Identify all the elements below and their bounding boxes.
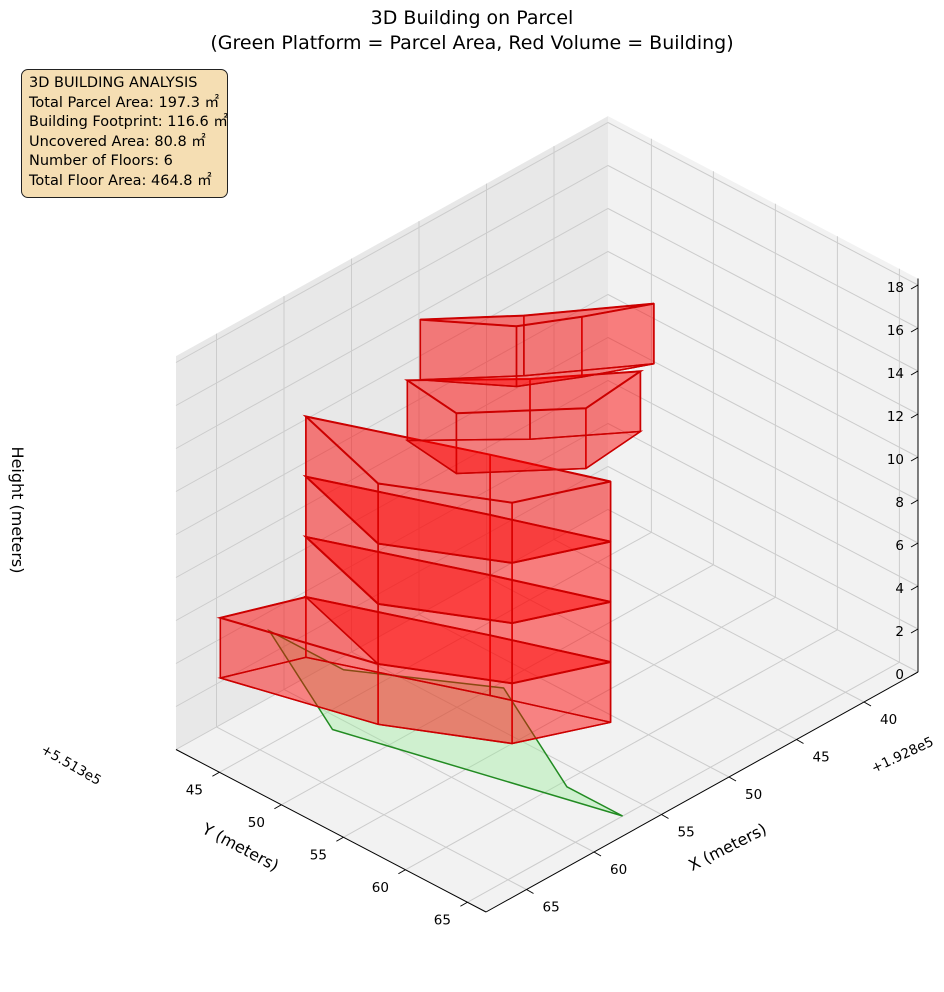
x-tick-label: 60 <box>610 862 627 878</box>
z-tick-label: 10 <box>887 452 904 468</box>
building-floor-bottom <box>420 363 655 388</box>
z-tick-label: 18 <box>887 280 904 296</box>
x-tick-label: 65 <box>543 900 560 916</box>
z-tick-label: 12 <box>887 409 904 425</box>
z-tick-mark <box>910 542 919 548</box>
y-tick-mark <box>336 836 344 842</box>
grid-line-z <box>175 422 919 664</box>
building-floor-bottom <box>404 430 644 475</box>
z-tick-mark <box>910 585 919 591</box>
y-tick-mark <box>274 804 282 810</box>
info-line-total-floor-area: Total Floor Area: 464.8 ㎡ <box>29 172 212 189</box>
building-floor-top <box>302 414 611 504</box>
x-tick-label: 55 <box>678 825 695 841</box>
info-box-heading: 3D BUILDING ANALYSIS <box>29 75 198 91</box>
x-tick-mark <box>728 776 737 782</box>
building-floor-bottom <box>303 475 611 564</box>
grid-line-z <box>175 250 919 492</box>
y-tick-label: 45 <box>186 782 203 798</box>
back-pane-left <box>608 116 918 673</box>
building-floor-bottom <box>303 535 611 624</box>
z-tick-mark <box>910 327 919 333</box>
info-line-footprint: Building Footprint: 116.6 ㎡ <box>29 114 228 130</box>
y-axis-offset-label: +5.513e5 <box>38 742 104 789</box>
building-floor-top <box>404 370 645 415</box>
y-tick-label: 65 <box>434 912 451 928</box>
parcel-platform <box>267 628 623 817</box>
grid-line-z <box>175 508 919 750</box>
axis-ticks: 40 45 50 55 60 65 45 50 55 60 65 0 2 4 6 8 10 12 14 16 18 <box>186 280 919 928</box>
info-line-floors: Number of Floors: 6 <box>29 153 173 169</box>
y-tick-label: 55 <box>310 847 327 863</box>
y-tick-mark <box>212 771 220 777</box>
y-tick-label: 50 <box>248 815 265 831</box>
y-tick-mark <box>460 901 468 907</box>
grid-line-z <box>175 336 919 578</box>
x-tick-mark <box>863 701 872 707</box>
axis-lines <box>175 278 919 913</box>
z-tick-label: 0 <box>895 667 904 683</box>
z-axis-label: Height (meters) <box>8 447 27 574</box>
z-tick-label: 14 <box>887 366 904 382</box>
z-tick-label: 6 <box>895 538 904 554</box>
x-tick-label: 40 <box>880 712 897 728</box>
grid-line-z <box>175 465 919 707</box>
x-tick-label: 45 <box>813 750 830 766</box>
building-floor-bottom <box>217 656 611 745</box>
building-floor-top <box>420 302 655 328</box>
grid-line-z <box>175 207 919 449</box>
grid-line-z <box>175 121 919 363</box>
x-tick-mark <box>526 889 534 894</box>
z-tick-mark <box>910 499 919 505</box>
z-tick-label: 2 <box>895 624 904 640</box>
y-axis-line <box>175 749 487 913</box>
z-tick-label: 16 <box>887 323 904 339</box>
chart-title: 3D Building on Parcel <box>370 7 574 29</box>
x-axis-offset-label: +1.928e5 <box>869 734 936 777</box>
z-tick-label: 4 <box>895 581 904 597</box>
y-tick-label: 60 <box>372 880 389 896</box>
z-tick-mark <box>910 628 919 634</box>
x-tick-mark <box>593 851 602 857</box>
z-tick-mark <box>910 284 919 290</box>
grid-line-z <box>175 164 919 406</box>
x-tick-mark <box>796 739 804 744</box>
x-axis-line <box>485 671 919 913</box>
plot-geometry <box>216 302 655 817</box>
building-floor-bottom <box>303 595 611 685</box>
floor-pane <box>176 509 918 912</box>
z-tick-label: 8 <box>895 495 904 511</box>
chart-subtitle: (Green Platform = Parcel Area, Red Volum… <box>210 32 734 54</box>
z-tick-mark <box>910 671 919 677</box>
y-tick-mark <box>398 869 406 875</box>
info-line-uncovered-area: Uncovered Area: 80.8 ㎡ <box>29 133 206 150</box>
z-tick-mark <box>910 370 919 376</box>
x-tick-mark <box>661 814 669 819</box>
z-tick-mark <box>910 413 919 419</box>
y-axis-label: Y (meters) <box>198 819 282 876</box>
x-axis-label: X (meters) <box>685 819 769 875</box>
info-box: 3D BUILDING ANALYSIS Total Parcel Area: … <box>21 69 228 198</box>
info-line-parcel-area: Total Parcel Area: 197.3 ㎡ <box>29 94 220 111</box>
grid-lines <box>175 121 919 903</box>
z-tick-mark <box>910 456 919 462</box>
x-tick-label: 50 <box>745 787 762 803</box>
grid-line-z <box>175 293 919 535</box>
